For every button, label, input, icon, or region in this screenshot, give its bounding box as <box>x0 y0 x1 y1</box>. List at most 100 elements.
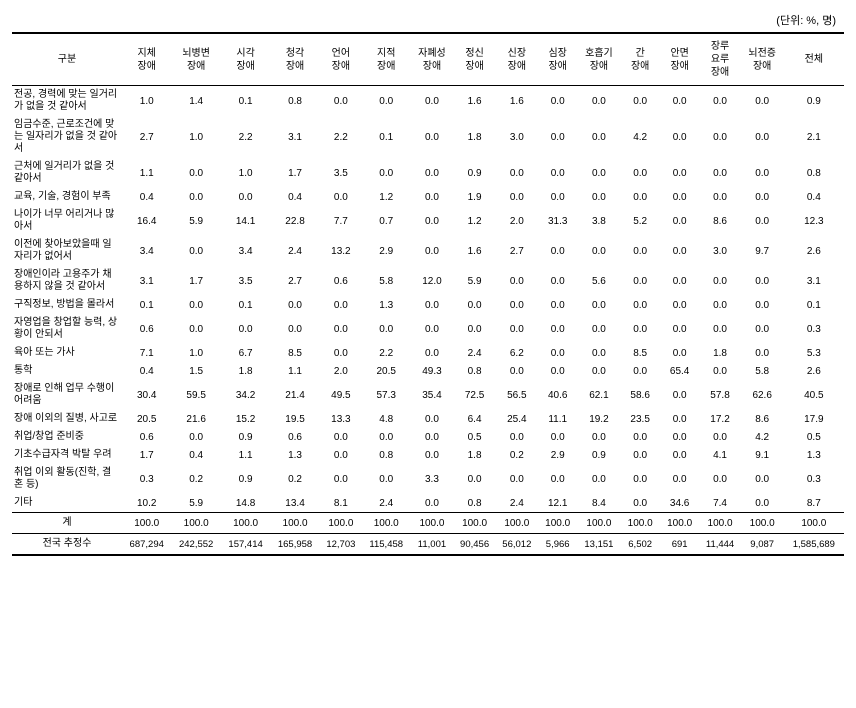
cell-value: 0.0 <box>660 206 699 236</box>
cell-value: 0.0 <box>620 494 659 513</box>
cell-value: 0.0 <box>320 188 362 206</box>
cell-value: 25.4 <box>496 410 538 428</box>
column-header: 안면장애 <box>660 33 699 86</box>
cell-value: 13.4 <box>270 494 319 513</box>
cell-value: 0.0 <box>538 428 577 446</box>
cell-value: 40.5 <box>784 380 844 410</box>
cell-value: 22.8 <box>270 206 319 236</box>
cell-value: 34.2 <box>221 380 270 410</box>
cell-value: 0.0 <box>620 428 659 446</box>
table-row: 기타10.25.914.813.48.12.40.00.82.412.18.40… <box>12 494 844 513</box>
cell-value: 0.0 <box>410 428 453 446</box>
cell-value: 9.1 <box>741 446 784 464</box>
cell-value: 13.3 <box>320 410 362 428</box>
cell-value: 0.0 <box>320 344 362 362</box>
data-table: 구분지체장애뇌병변장애시각장애청각장애언어장애지적장애자폐성장애정신장애신장장애… <box>12 32 844 556</box>
cell-value: 2.2 <box>320 116 362 158</box>
cell-value: 0.0 <box>620 188 659 206</box>
cell-value: 6.2 <box>496 344 538 362</box>
cell-value: 0.0 <box>660 344 699 362</box>
cell-value: 1.3 <box>270 446 319 464</box>
cell-value: 2.2 <box>362 344 410 362</box>
cell-value: 19.2 <box>577 410 620 428</box>
table-row: 장애인이라 고용주가 채용하지 않을 것 같아서3.11.73.52.70.65… <box>12 266 844 296</box>
cell-value: 5.9 <box>171 494 220 513</box>
cell-value: 2.4 <box>362 494 410 513</box>
cell-value: 0.0 <box>741 188 784 206</box>
cell-value: 2.7 <box>270 266 319 296</box>
cell-value: 2.0 <box>496 206 538 236</box>
cell-value: 1.1 <box>270 362 319 380</box>
cell-value: 59.5 <box>171 380 220 410</box>
cell-value: 0.1 <box>221 296 270 314</box>
cell-value: 49.5 <box>320 380 362 410</box>
cell-value: 2.0 <box>320 362 362 380</box>
cell-value: 0.0 <box>699 158 740 188</box>
total-value: 100.0 <box>577 513 620 534</box>
cell-value: 12.3 <box>784 206 844 236</box>
cell-value: 7.7 <box>320 206 362 236</box>
table-row: 취업/창업 준비중0.60.00.90.60.00.00.00.50.00.00… <box>12 428 844 446</box>
cell-value: 21.4 <box>270 380 319 410</box>
cell-value: 0.0 <box>699 116 740 158</box>
cell-value: 8.6 <box>699 206 740 236</box>
cell-value: 5.8 <box>362 266 410 296</box>
cell-value: 1.3 <box>784 446 844 464</box>
cell-value: 9.7 <box>741 236 784 266</box>
cell-value: 0.0 <box>660 464 699 494</box>
estimate-value: 11,001 <box>410 534 453 556</box>
cell-value: 0.0 <box>171 296 220 314</box>
column-header: 지적장애 <box>362 33 410 86</box>
cell-value: 13.2 <box>320 236 362 266</box>
cell-value: 5.2 <box>620 206 659 236</box>
estimate-row: 전국 추정수687,294242,552157,414165,95812,703… <box>12 534 844 556</box>
cell-value: 0.0 <box>538 236 577 266</box>
cell-value: 1.3 <box>362 296 410 314</box>
cell-value: 0.0 <box>410 494 453 513</box>
cell-value: 4.2 <box>620 116 659 158</box>
column-header: 뇌병변장애 <box>171 33 220 86</box>
cell-value: 0.8 <box>270 86 319 117</box>
cell-value: 0.0 <box>660 86 699 117</box>
cell-value: 4.1 <box>699 446 740 464</box>
cell-value: 0.6 <box>122 314 171 344</box>
cell-value: 0.0 <box>538 314 577 344</box>
table-row: 자영업을 창업할 능력, 상황이 안되서0.60.00.00.00.00.00.… <box>12 314 844 344</box>
cell-value: 0.0 <box>699 314 740 344</box>
total-value: 100.0 <box>620 513 659 534</box>
cell-value: 1.8 <box>699 344 740 362</box>
cell-value: 5.9 <box>171 206 220 236</box>
cell-value: 0.0 <box>660 428 699 446</box>
cell-value: 0.0 <box>620 314 659 344</box>
estimate-value: 242,552 <box>171 534 220 556</box>
total-value: 100.0 <box>453 513 495 534</box>
cell-value: 12.0 <box>410 266 453 296</box>
row-label: 근처에 일거리가 없을 것 같아서 <box>12 158 122 188</box>
cell-value: 0.0 <box>660 380 699 410</box>
cell-value: 5.3 <box>784 344 844 362</box>
table-row: 교육, 기술, 경험이 부족0.40.00.00.40.01.20.01.90.… <box>12 188 844 206</box>
table-row: 나이가 너무 어리거나 많아서16.45.914.122.87.70.70.01… <box>12 206 844 236</box>
cell-value: 0.0 <box>453 296 495 314</box>
cell-value: 17.2 <box>699 410 740 428</box>
cell-value: 0.0 <box>741 314 784 344</box>
cell-value: 0.4 <box>122 362 171 380</box>
cell-value: 0.0 <box>660 314 699 344</box>
cell-value: 0.0 <box>496 266 538 296</box>
cell-value: 0.0 <box>699 266 740 296</box>
cell-value: 49.3 <box>410 362 453 380</box>
cell-value: 11.1 <box>538 410 577 428</box>
estimate-value: 115,458 <box>362 534 410 556</box>
cell-value: 0.0 <box>538 158 577 188</box>
row-label: 전공, 경력에 맞는 일거리가 없을 것 같아서 <box>12 86 122 117</box>
table-row: 이전에 찾아보았을때 일자리가 없어서3.40.03.42.413.22.90.… <box>12 236 844 266</box>
row-label: 취업 이외 활동(진학, 결혼 등) <box>12 464 122 494</box>
cell-value: 3.1 <box>122 266 171 296</box>
table-row: 임금수준, 근로조건에 맞는 일자리가 없을 것 같아서2.71.02.23.1… <box>12 116 844 158</box>
cell-value: 0.8 <box>362 446 410 464</box>
estimate-value: 5,966 <box>538 534 577 556</box>
cell-value: 0.0 <box>577 116 620 158</box>
cell-value: 0.0 <box>699 188 740 206</box>
row-label: 이전에 찾아보았을때 일자리가 없어서 <box>12 236 122 266</box>
cell-value: 72.5 <box>453 380 495 410</box>
